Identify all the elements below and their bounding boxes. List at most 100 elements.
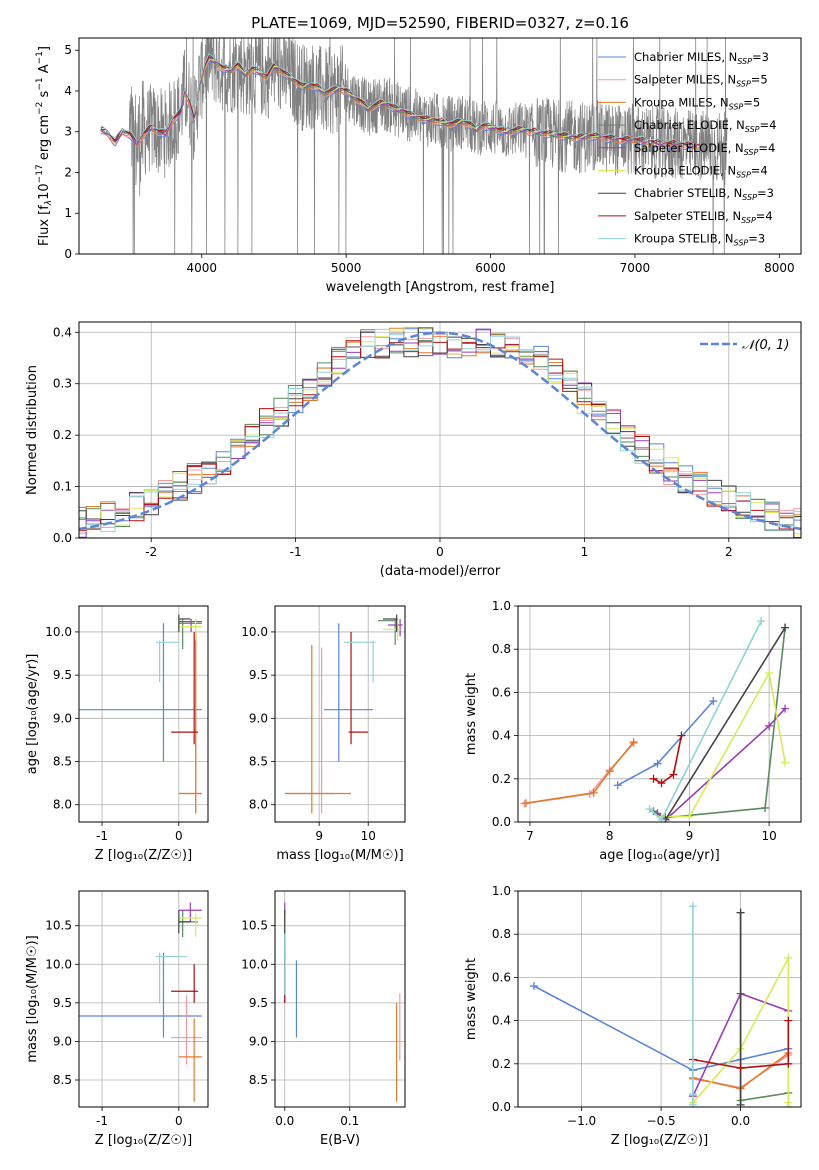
x-axis-label: mass [log₁₀(M/M☉)] (276, 848, 403, 863)
weight-point (653, 759, 662, 768)
weight-point (736, 908, 745, 917)
x-tick-label: 8000 (764, 261, 795, 275)
y-tick-label: 10.0 (241, 957, 268, 971)
weight-point (765, 721, 774, 730)
axes-frame (517, 605, 802, 823)
x-tick-label: 2 (725, 545, 733, 559)
y-tick-label: 3 (64, 125, 72, 139)
weight-series-9 (648, 620, 762, 822)
weight-point (649, 774, 658, 783)
x-tick-label: 9 (686, 829, 694, 843)
legend-label: Salpeter ELODIE, NSSP=4 (634, 141, 775, 157)
legend-label: Kroupa MILES, NSSP=5 (634, 95, 760, 111)
x-tick-label: -1 (96, 1114, 108, 1128)
model-spectrum-5 (100, 58, 700, 148)
y-tick-label: 9.0 (249, 711, 268, 725)
x-tick-label: 0.0 (731, 1114, 750, 1128)
model-spectrum-9 (100, 53, 700, 145)
x-tick-label: 0 (436, 545, 444, 559)
weight-series-6 (661, 670, 786, 818)
x-axis-label: Z [log₁₀(Z/Z☉)] (95, 1133, 192, 1148)
legend-label: Chabrier MILES, NSSP=3 (634, 50, 769, 66)
y-tick-label: 10.0 (45, 957, 72, 971)
x-tick-label: 5000 (331, 261, 362, 275)
y-axis-label: age [log₁₀(age/yr)] (25, 654, 40, 775)
residual-histogram-8 (79, 340, 801, 538)
x-axis-label: Z [log₁₀(Z/Z☉)] (611, 1133, 708, 1148)
figure-title: PLATE=1069, MJD=52590, FIBERID=0327, z=0… (251, 14, 629, 32)
axes-frame (78, 605, 209, 823)
y-tick-label: 1.0 (492, 599, 511, 613)
plot-area (518, 606, 801, 822)
y-tick-label: 4 (64, 84, 72, 98)
x-tick-label: 10 (761, 829, 776, 843)
y-tick-label: 8.5 (249, 755, 268, 769)
weight-point (613, 781, 622, 790)
weight-point (765, 668, 774, 677)
y-tick-label: 0.8 (492, 927, 511, 941)
axes-frame (78, 321, 802, 539)
weight-point (677, 731, 686, 740)
weight-point (688, 1100, 697, 1107)
weight-series-4 (739, 912, 790, 1107)
spectrum-legend: Chabrier MILES, NSSP=3 Salpeter MILES, NS… (598, 50, 776, 248)
weight-point (784, 1098, 793, 1107)
y-tick-label: 0.2 (492, 1057, 511, 1071)
weight-series-4 (653, 627, 786, 819)
y-tick-label: 10.5 (45, 919, 72, 933)
weight-point (761, 803, 770, 812)
residual-histogram-2 (79, 332, 801, 534)
observed-spectrum (100, 38, 728, 254)
weight-point (688, 902, 697, 911)
y-axis-label: Normed distribution (25, 365, 40, 495)
weight-series-7 (664, 627, 786, 821)
y-tick-label: 8.0 (53, 798, 72, 812)
y-tick-label: 10.0 (45, 625, 72, 639)
axes-frame (78, 37, 802, 255)
y-tick-label: 0.3 (53, 377, 72, 391)
weight-point (521, 799, 530, 808)
residual-histogram-7 (79, 327, 801, 525)
y-tick-label: 1 (64, 206, 72, 220)
y-tick-label: 0.0 (492, 815, 511, 829)
x-tick-label: 0.0 (275, 1114, 294, 1128)
axes-weight-vs-age: 7 8 9 10 0.0 0.2 0.4 0.6 0.8 1.0 age [log₁₀(age/yr… (464, 599, 802, 863)
y-tick-label: 9.5 (53, 996, 72, 1010)
weight-point (657, 815, 666, 822)
plot-area (100, 38, 728, 254)
y-tick-label: 10.0 (241, 625, 268, 639)
x-tick-label: -1 (96, 829, 108, 843)
plot-area (79, 891, 208, 1107)
x-tick-label: 0 (175, 1114, 183, 1128)
legend-label: Kroupa STELIB, NSSP=3 (634, 232, 765, 248)
legend-label: Salpeter STELIB, NSSP=4 (634, 209, 773, 225)
x-tick-label: −0.5 (647, 1114, 676, 1128)
x-tick-label: 7 (526, 829, 534, 843)
y-tick-label: 0.4 (492, 729, 511, 743)
weight-point (688, 1090, 697, 1099)
weight-point (657, 779, 666, 788)
x-tick-label: 0.1 (340, 1114, 359, 1128)
y-tick-label: 8.5 (249, 1073, 268, 1087)
plot-area (275, 891, 405, 1107)
y-tick-label: 0 (64, 247, 72, 261)
x-tick-label: 10 (361, 829, 376, 843)
weight-point (781, 758, 790, 767)
weight-point (736, 1064, 745, 1073)
weight-point (685, 812, 694, 821)
y-tick-label: 9.0 (249, 1034, 268, 1048)
weight-point (784, 1059, 793, 1068)
y-tick-label: 0.0 (492, 1100, 511, 1114)
axes-frame (517, 890, 802, 1108)
y-tick-label: 5 (64, 43, 72, 57)
weight-series-1 (533, 985, 789, 1072)
y-tick-label: 9.0 (53, 1034, 72, 1048)
y-tick-label: 8.5 (53, 1073, 72, 1087)
y-tick-label: 0.6 (492, 970, 511, 984)
residual-histogram-3 (79, 327, 801, 520)
legend-label: Kroupa ELODIE, NSSP=4 (634, 164, 768, 180)
x-tick-label: 7000 (620, 261, 651, 275)
x-tick-label: -2 (145, 545, 157, 559)
axes-frame (274, 890, 406, 1108)
x-tick-label: 8 (606, 829, 614, 843)
